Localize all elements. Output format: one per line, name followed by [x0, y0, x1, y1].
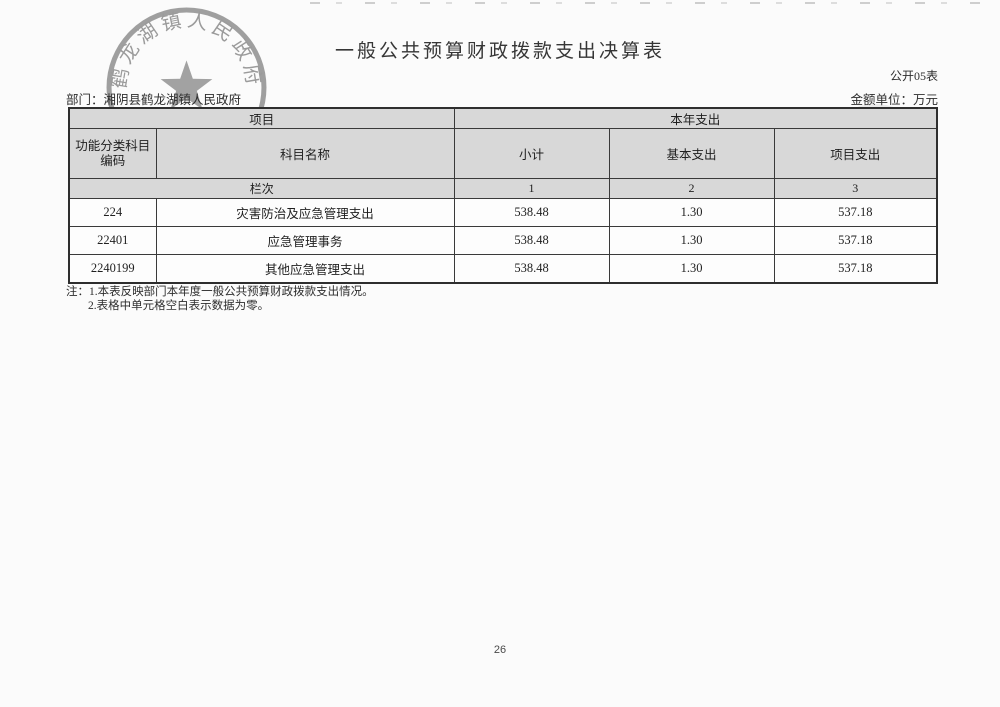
cell-subtotal: 538.48 [453, 198, 610, 227]
form-code-label: 公开05表 [889, 69, 938, 83]
cell-subject-name: 应急管理事务 [155, 226, 455, 255]
table-row: 224 灾害防治及应急管理支出 538.48 1.30 537.18 [68, 198, 938, 227]
table-row: 2240199 其他应急管理支出 538.48 1.30 537.18 [68, 254, 938, 283]
cell-project: 537.18 [773, 254, 938, 283]
cell-code: 224 [68, 198, 157, 227]
cell-subject-name: 其他应急管理支出 [155, 254, 455, 283]
department-label: 部门：湘阴县鹤龙湖镇人民政府 [66, 93, 242, 107]
cell-subject-name: 灾害防治及应急管理支出 [155, 198, 455, 227]
lane-col-2: 2 [608, 178, 775, 199]
page-number: 26 [493, 644, 507, 656]
cell-code: 2240199 [68, 254, 157, 283]
group-header-current-year: 本年支出 [453, 107, 938, 129]
cell-basic: 1.30 [608, 198, 775, 227]
note-line-1: 注：1.本表反映部门本年度一般公共预算财政拨款支出情况。 [66, 286, 374, 298]
cell-basic: 1.30 [608, 254, 775, 283]
cell-basic: 1.30 [608, 226, 775, 255]
column-header-code-line2: 编码 [100, 153, 126, 168]
page-title: 一般公共预算财政拨款支出决算表 [334, 41, 665, 62]
column-header-code: 功能分类科目 编码 [68, 128, 157, 179]
cell-project: 537.18 [773, 198, 938, 227]
scan-artifact [310, 2, 990, 4]
column-header-code-line1: 功能分类科目 [75, 138, 151, 153]
table-row: 22401 应急管理事务 538.48 1.30 537.18 [68, 226, 938, 255]
table-group-header-row: 项目 本年支出 [68, 107, 938, 129]
cell-subtotal: 538.48 [453, 254, 610, 283]
group-header-project: 项目 [68, 107, 455, 129]
table-column-header-row: 功能分类科目 编码 科目名称 小计 基本支出 项目支出 [68, 128, 938, 179]
unit-label: 金额单位：万元 [850, 93, 938, 107]
column-header-basic: 基本支出 [608, 128, 775, 179]
lane-col-1: 1 [453, 178, 610, 199]
column-header-subtotal: 小计 [453, 128, 610, 179]
note-line-2: 2.表格中单元格空白表示数据为零。 [88, 300, 270, 312]
table-lane-row: 栏次 1 2 3 [68, 178, 938, 199]
column-header-subject-name: 科目名称 [155, 128, 455, 179]
lane-label: 栏次 [68, 178, 455, 199]
cell-subtotal: 538.48 [453, 226, 610, 255]
expenditure-table: 项目 本年支出 功能分类科目 编码 科目名称 小计 基本支出 项目支出 栏次 1… [68, 107, 939, 284]
cell-project: 537.18 [773, 226, 938, 255]
column-header-project: 项目支出 [773, 128, 938, 179]
cell-code: 22401 [68, 226, 157, 255]
lane-col-3: 3 [773, 178, 938, 199]
